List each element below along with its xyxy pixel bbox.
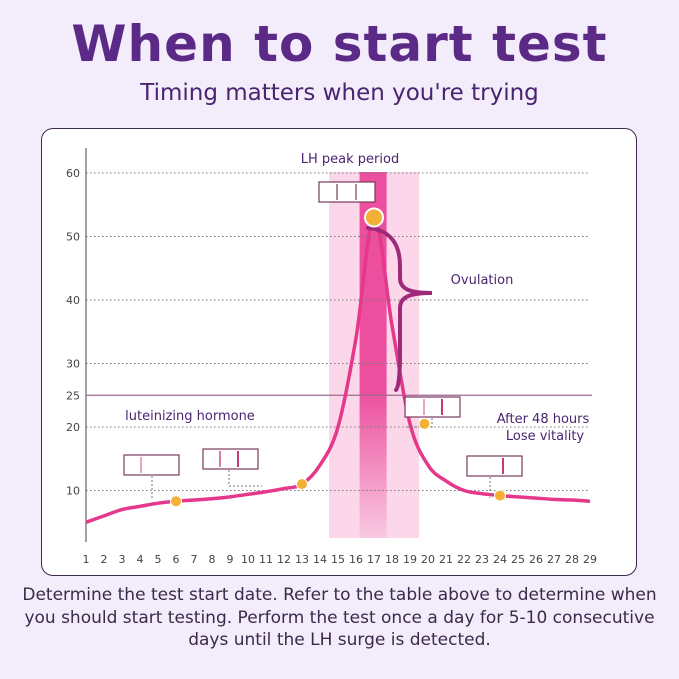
x-tick-13: 13 [295, 553, 309, 566]
x-tick-29: 29 [583, 553, 597, 566]
x-tick-18: 18 [385, 553, 399, 566]
x-tick-24: 24 [493, 553, 507, 566]
x-tick-9: 9 [227, 553, 234, 566]
after-48-hours-label: After 48 hours [497, 412, 590, 427]
test-strip-faint [123, 454, 180, 498]
test-strip-double [202, 448, 262, 487]
marker-day-6 [170, 495, 182, 508]
marker-day-24 [494, 489, 506, 502]
x-tick-3: 3 [119, 553, 126, 566]
x-tick-16: 16 [349, 553, 363, 566]
y-tick-20: 20 [66, 421, 80, 434]
y-tick-10: 10 [66, 485, 80, 498]
x-tick-1: 1 [83, 553, 90, 566]
x-tick-25: 25 [511, 553, 525, 566]
x-tick-6: 6 [173, 553, 180, 566]
x-tick-8: 8 [209, 553, 216, 566]
x-tick-23: 23 [475, 553, 489, 566]
marker-day-17 [364, 207, 384, 228]
x-tick-28: 28 [565, 553, 579, 566]
x-tick-11: 11 [259, 553, 273, 566]
page-title: When to start test [71, 15, 608, 73]
y-tick-40: 40 [66, 294, 80, 307]
peak-period-label: LH peak period [301, 152, 399, 167]
x-tick-14: 14 [313, 553, 327, 566]
lose-vitality-label: Lose vitality [506, 429, 585, 444]
x-tick-12: 12 [277, 553, 291, 566]
page-subtitle: Timing matters when you're trying [140, 80, 539, 106]
y-tick-50: 50 [66, 231, 80, 244]
ovulation-brace [366, 226, 433, 392]
x-tick-4: 4 [137, 553, 144, 566]
x-tick-2: 2 [101, 553, 108, 566]
x-tick-5: 5 [155, 553, 162, 566]
x-tick-26: 26 [529, 553, 543, 566]
y-tick-30: 30 [66, 358, 80, 371]
test-strip-peak [318, 181, 376, 203]
x-tick-10: 10 [241, 553, 255, 566]
x-tick-17: 17 [367, 553, 381, 566]
marker-day-13 [296, 478, 308, 491]
test-strip-fading [404, 396, 461, 428]
y-tick-60: 60 [66, 167, 80, 180]
y-tick-25: 25 [66, 389, 80, 402]
x-tick-20: 20 [421, 553, 435, 566]
x-tick-15: 15 [331, 553, 345, 566]
x-tick-19: 19 [403, 553, 417, 566]
x-tick-27: 27 [547, 553, 561, 566]
hormone-series-label: luteinizing hormone [125, 409, 255, 424]
test-strip-single [466, 455, 523, 498]
x-tick-7: 7 [191, 553, 198, 566]
ovulation-label: Ovulation [451, 273, 514, 288]
instructions-text: Determine the test start date. Refer to … [22, 585, 657, 650]
marker-day-19.8 [418, 417, 431, 430]
x-tick-22: 22 [457, 553, 471, 566]
x-tick-21: 21 [439, 553, 453, 566]
